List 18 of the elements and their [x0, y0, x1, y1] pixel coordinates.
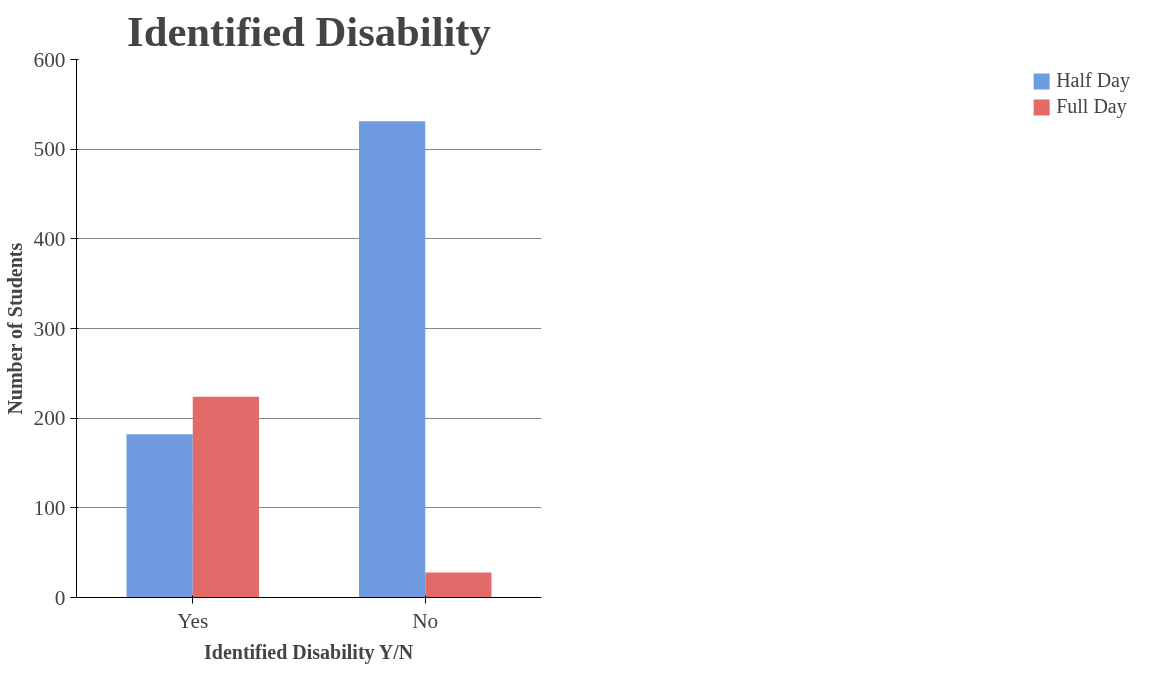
- y-tick-label: 300: [33, 316, 66, 341]
- bar: [126, 434, 193, 598]
- y-tick-label: 0: [54, 585, 66, 610]
- y-tick-label: 400: [33, 226, 66, 251]
- x-axis-title: Identified Disability Y/N: [203, 640, 414, 664]
- y-tick-label: 500: [33, 137, 66, 162]
- y-tick-label: 200: [33, 406, 66, 431]
- y-tick-label: 100: [33, 495, 66, 520]
- legend-label: Half Day: [1056, 69, 1130, 92]
- bar: [425, 572, 492, 598]
- legend-label: Full Day: [1056, 95, 1127, 118]
- y-tick-label: 600: [33, 47, 66, 72]
- x-tick-label: Yes: [177, 608, 209, 633]
- bar: [192, 396, 260, 598]
- x-tick-label: No: [412, 608, 439, 633]
- y-axis-title: Number of Students: [3, 242, 26, 415]
- chart-title: Identified Disability: [127, 7, 491, 55]
- bar: [358, 121, 426, 598]
